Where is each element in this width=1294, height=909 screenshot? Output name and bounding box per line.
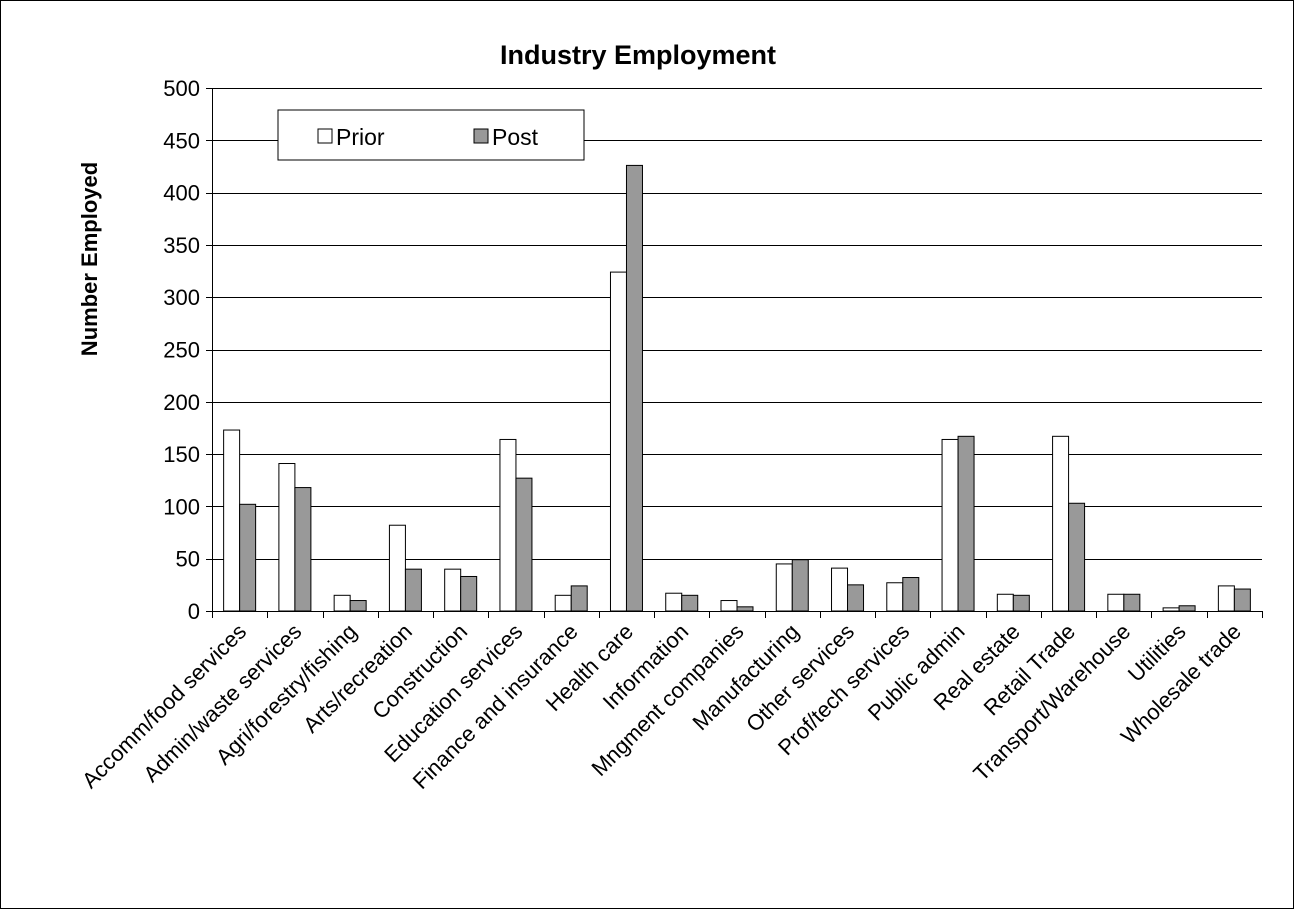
bar-prior-14 xyxy=(996,593,1014,612)
bar-post-2 xyxy=(349,600,367,612)
bar-post-1 xyxy=(294,487,312,612)
bar-prior-10 xyxy=(775,563,793,612)
bar-prior-0 xyxy=(223,429,241,612)
y-tick-label: 0 xyxy=(188,599,200,624)
legend-swatch-prior xyxy=(317,128,333,144)
y-tick-label: 450 xyxy=(163,128,200,153)
y-tick-labels: 0 50 100 150 200 250 300 350 400 450 500 xyxy=(163,76,200,624)
bar-post-16 xyxy=(1123,593,1141,612)
bar-prior-7 xyxy=(609,271,627,612)
bar-prior-5 xyxy=(499,438,517,612)
bar-post-7 xyxy=(625,164,643,612)
bar-prior-4 xyxy=(444,568,462,612)
bar-post-12 xyxy=(902,577,920,612)
bar-prior-9 xyxy=(720,600,738,612)
bar-prior-3 xyxy=(388,524,406,612)
legend-swatch-post xyxy=(473,128,489,144)
bar-post-11 xyxy=(847,584,865,612)
bar-prior-15 xyxy=(1052,435,1070,612)
bar-post-17 xyxy=(1178,605,1196,612)
y-tick-label: 300 xyxy=(163,285,200,310)
y-tick-label: 350 xyxy=(163,233,200,258)
bar-prior-13 xyxy=(941,438,959,612)
legend-label-post: Post xyxy=(492,124,539,150)
bar-post-15 xyxy=(1068,502,1086,612)
bar-prior-16 xyxy=(1107,593,1125,612)
legend-box xyxy=(277,109,585,161)
y-axis-label: Number Employed xyxy=(77,162,102,356)
bar-post-8 xyxy=(681,594,699,612)
bar-prior-6 xyxy=(554,594,572,612)
y-tick-label: 50 xyxy=(176,547,200,572)
bar-post-13 xyxy=(957,435,975,612)
bar-post-5 xyxy=(515,477,533,612)
bar-prior-11 xyxy=(831,567,849,612)
bar-post-6 xyxy=(570,585,588,612)
y-tick-label: 250 xyxy=(163,338,200,363)
bar-prior-17 xyxy=(1162,607,1180,612)
gridlines xyxy=(212,88,1262,560)
bar-post-14 xyxy=(1012,594,1030,612)
bar-post-9 xyxy=(736,606,754,612)
bar-prior-18 xyxy=(1217,585,1235,612)
chart-title: Industry Employment xyxy=(500,40,776,70)
bar-post-18 xyxy=(1233,588,1251,612)
y-tick-label: 500 xyxy=(163,76,200,101)
y-tick-label: 200 xyxy=(163,390,200,415)
legend-label-prior: Prior xyxy=(336,124,385,150)
bar-prior-2 xyxy=(333,594,351,612)
axes xyxy=(206,88,1263,618)
bar-prior-8 xyxy=(665,592,683,612)
bar-post-3 xyxy=(404,568,422,612)
bars xyxy=(223,164,1251,612)
bar-prior-1 xyxy=(278,463,296,612)
bar-post-4 xyxy=(460,575,478,612)
bar-post-0 xyxy=(239,503,257,612)
y-tick-label: 100 xyxy=(163,494,200,519)
legend: Prior Post xyxy=(277,109,585,161)
bar-prior-12 xyxy=(886,582,904,612)
y-tick-label: 150 xyxy=(163,442,200,467)
bar-post-10 xyxy=(791,559,809,612)
y-tick-label: 400 xyxy=(163,181,200,206)
